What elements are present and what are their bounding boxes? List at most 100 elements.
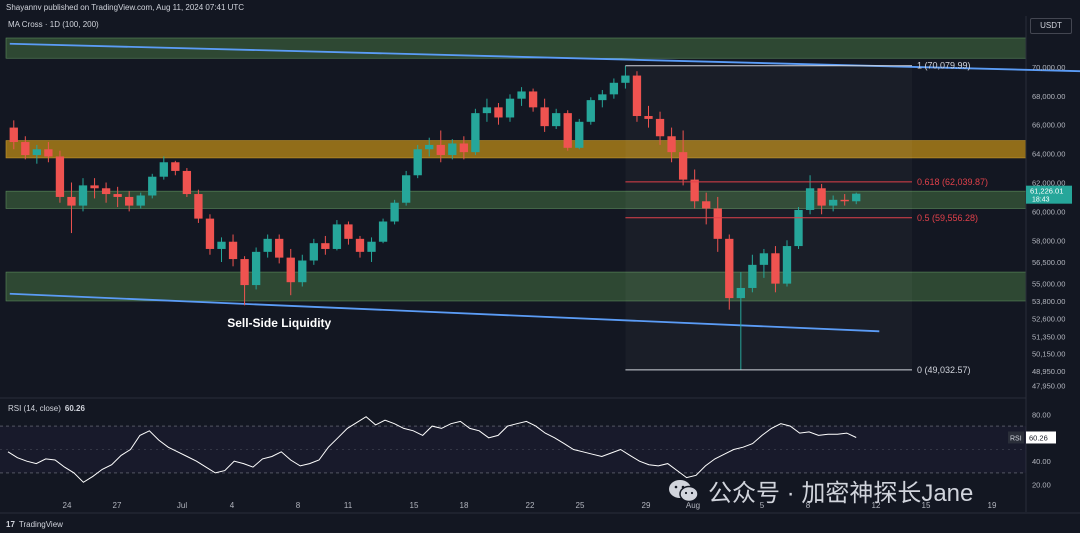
candle — [517, 87, 526, 106]
rsi-band-fill — [0, 426, 1026, 473]
candle-body — [309, 243, 318, 261]
price-tick-label: 50,150.00 — [1032, 350, 1065, 359]
candle — [655, 111, 665, 145]
candle — [194, 189, 203, 223]
candle — [482, 98, 492, 122]
candle — [390, 199, 399, 225]
candle-body — [344, 224, 353, 239]
candle-body — [401, 175, 411, 203]
time-tick-label: 5 — [760, 501, 765, 510]
currency-selector[interactable]: USDT — [1030, 18, 1072, 34]
candle — [413, 144, 422, 179]
candle-body — [228, 241, 238, 260]
last-price-value: 61,226.01 — [1030, 187, 1063, 196]
candle — [21, 136, 30, 160]
candle-body — [194, 194, 203, 219]
candle-body — [367, 241, 376, 252]
candle-body — [113, 194, 122, 197]
rsi-tag-name: RSI — [1010, 435, 1022, 442]
candle — [321, 235, 330, 255]
fib-label: 0.618 (62,039.87) — [917, 177, 988, 187]
candle-body — [205, 218, 215, 249]
candle-body — [390, 202, 399, 222]
price-tick-label: 55,000.00 — [1032, 280, 1065, 289]
rsi-legend[interactable]: RSI (14, close) 60.26 — [8, 404, 85, 413]
candle — [713, 196, 722, 252]
candle-body — [540, 107, 549, 127]
footer-brand[interactable]: TradingView — [18, 520, 63, 529]
candle — [702, 192, 711, 225]
candle — [182, 168, 192, 197]
candle-body — [240, 259, 249, 286]
candle — [425, 137, 434, 157]
time-tick-label: 29 — [642, 501, 651, 510]
candle — [55, 150, 65, 203]
candle — [575, 118, 584, 150]
time-tick-label: Aug — [686, 501, 700, 510]
candle-body — [667, 136, 676, 153]
candle-body — [528, 91, 538, 108]
indicator-legend[interactable]: MA Cross · 1D (100, 200) — [8, 20, 99, 29]
candle-body — [552, 113, 561, 127]
candle — [298, 254, 307, 287]
fib-layer: 1 (70,079.99) 0.618 (62,039.87) 0.5 (59,55… — [625, 61, 988, 375]
candle-body — [298, 260, 307, 283]
candle-body — [125, 196, 134, 206]
price-tick-label: 62,000.00 — [1032, 178, 1065, 187]
time-axis: 24 27 Jul 4 8 11 15 18 22 25 29 Aug 5 8 12 15 19 — [0, 397, 1080, 514]
candle-body — [413, 149, 422, 176]
candle-body — [263, 238, 272, 252]
fib-label: 1 (70,079.99) — [917, 61, 971, 71]
candle-body — [32, 149, 42, 156]
candle — [586, 97, 595, 125]
candle — [852, 192, 861, 205]
candle — [101, 182, 111, 203]
candle-body — [425, 144, 434, 150]
tradingview-logo-icon: 17 — [6, 520, 15, 529]
price-tick-label: 56,500.00 — [1032, 258, 1065, 267]
candle — [78, 178, 88, 212]
time-tick-label: 4 — [230, 501, 235, 510]
candle-body — [494, 107, 503, 118]
rsi-value-tag-text: 60.26 — [1029, 433, 1048, 442]
candles-layer — [9, 65, 861, 370]
rsi-tick-label: 80.00 — [1032, 410, 1051, 419]
candle-body — [690, 179, 699, 202]
candle-body — [644, 116, 653, 119]
candle-body — [482, 107, 492, 114]
fib-label: 0 (49,032.57) — [917, 365, 971, 375]
candle-body — [78, 185, 88, 206]
price-tick-label: 68,000.00 — [1032, 92, 1065, 101]
time-tick-label: 8 — [296, 501, 301, 510]
candle — [690, 169, 699, 209]
candle-body — [459, 143, 469, 153]
candle-body — [355, 238, 365, 252]
price-tick-label: 58,000.00 — [1032, 236, 1065, 245]
candle-body — [748, 264, 757, 288]
time-tick-label: 25 — [576, 501, 585, 510]
candle — [448, 139, 457, 160]
published-info: Shayannv published on TradingView.com, A… — [0, 0, 1080, 16]
candle — [205, 214, 215, 255]
candle — [540, 98, 549, 132]
candle — [159, 156, 168, 180]
candle-body — [471, 113, 480, 153]
candle-body — [655, 118, 665, 137]
candle — [275, 234, 284, 264]
last-price-time: 18:43 — [1032, 197, 1050, 204]
candle-body — [448, 143, 457, 156]
candle-body — [159, 162, 168, 177]
candle-body — [771, 253, 780, 284]
price-tick-label: 47,950.00 — [1032, 381, 1065, 390]
candle — [748, 254, 757, 293]
candle-body — [782, 246, 792, 284]
time-tick-label: 15 — [922, 501, 931, 510]
candle-body — [759, 253, 769, 265]
rsi-tag-name-bg — [1008, 431, 1024, 444]
time-tick-label: 19 — [988, 501, 997, 510]
candle-body — [586, 100, 595, 122]
candle — [67, 182, 76, 234]
zones-layer — [5, 37, 1027, 302]
